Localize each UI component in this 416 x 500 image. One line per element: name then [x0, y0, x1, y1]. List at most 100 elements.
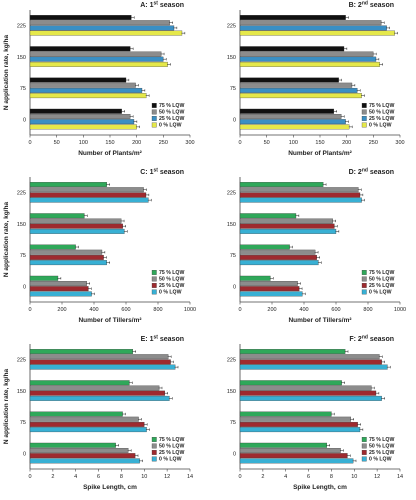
x-tick-label: 10: [141, 474, 147, 480]
x-axis-label: Spike Length, cm: [293, 484, 347, 491]
bar: [29, 416, 139, 422]
y-tick-label: 0: [23, 117, 26, 123]
bar: [239, 364, 388, 370]
legend-label: 25 % LQW: [369, 283, 394, 289]
bar: [29, 108, 122, 114]
legend-swatch: [151, 289, 157, 295]
bar: [29, 286, 89, 292]
bar: [29, 442, 116, 448]
bar: [239, 286, 300, 292]
legend-label: 50 % LQW: [369, 444, 394, 450]
x-tick-label: 10: [351, 474, 357, 480]
bar: [239, 119, 346, 125]
x-axis-label: Number of Tillers/m²: [78, 317, 142, 324]
bar: [239, 260, 319, 266]
x-tick-label: 2: [51, 474, 54, 480]
x-tick-label: 8: [120, 474, 123, 480]
bar: [239, 182, 324, 187]
legend-swatch: [151, 103, 157, 108]
bar: [239, 197, 362, 203]
bar: [29, 124, 137, 130]
legend-swatch: [361, 276, 367, 282]
bar: [29, 56, 164, 62]
legend-label: 75 % LQW: [159, 270, 184, 276]
x-tick-label: 6: [97, 474, 100, 480]
x-tick-label: 6: [307, 474, 310, 480]
panel-title: A: 1st season: [140, 1, 184, 10]
x-tick-label: 200: [132, 140, 141, 146]
bar: [29, 349, 134, 354]
x-tick-label: 50: [264, 140, 270, 146]
y-tick-label: 225: [17, 358, 26, 364]
y-tick-label: 225: [227, 24, 236, 30]
legend-label: 50 % LQW: [159, 277, 184, 283]
bar: [29, 82, 136, 88]
legend-swatch: [361, 122, 367, 128]
x-tick-label: 400: [299, 307, 308, 313]
bar: [29, 20, 170, 26]
y-tick-label: 0: [233, 451, 236, 457]
bar: [29, 244, 76, 250]
bar: [29, 364, 176, 370]
x-tick-label: 12: [374, 474, 380, 480]
x-tick-label: 200: [57, 307, 66, 313]
bar: [239, 291, 303, 297]
y-tick-label: 0: [23, 451, 26, 457]
legend-swatch: [151, 270, 157, 275]
x-axis-label: Number of Plants/m²: [78, 150, 142, 157]
bar: [239, 453, 348, 459]
legend-swatch: [151, 116, 157, 121]
bar: [29, 87, 143, 93]
bar: [29, 254, 104, 260]
legend-label: 50 % LQW: [369, 277, 394, 283]
bar: [29, 380, 130, 386]
y-axis-label: N application rate, kg/ha: [3, 369, 10, 445]
x-tick-label: 300: [185, 140, 194, 146]
y-tick-label: 150: [227, 389, 236, 395]
bar: [239, 20, 382, 26]
legend-swatch: [151, 283, 157, 288]
y-tick-label: 225: [17, 191, 26, 197]
x-tick-label: 2: [261, 474, 264, 480]
panel-title: D: 2nd season: [349, 168, 394, 177]
bar: [29, 61, 168, 67]
bar: [239, 385, 372, 391]
bar: [29, 25, 175, 31]
legend-label: 25 % LQW: [159, 283, 184, 289]
legend-label: 25 % LQW: [369, 450, 394, 456]
x-tick-label: 250: [159, 140, 168, 146]
legend-label: 75 % LQW: [159, 437, 184, 443]
bar: [239, 15, 346, 20]
x-tick-label: 600: [331, 307, 340, 313]
legend-swatch: [361, 450, 367, 455]
x-tick-label: 1000: [394, 307, 406, 313]
y-tick-label: 0: [23, 284, 26, 290]
legend-swatch: [361, 289, 367, 295]
legend-swatch: [151, 122, 157, 128]
legend-label: 0 % LQW: [369, 457, 392, 463]
panel-d: D: 2nd season 0 200 400 600 800 1000 Number of …: [227, 168, 406, 325]
bar: [29, 187, 144, 193]
x-tick-label: 0: [238, 474, 241, 480]
bar: [29, 260, 107, 266]
y-tick-label: 150: [17, 389, 26, 395]
legend-label: 50 % LQW: [159, 444, 184, 450]
x-tick-label: 12: [164, 474, 170, 480]
bar: [239, 77, 339, 83]
legend-label: 50 % LQW: [369, 110, 394, 116]
bar: [29, 15, 132, 20]
x-tick-label: 0: [28, 307, 31, 313]
legend-swatch: [151, 437, 157, 442]
bar: [29, 385, 160, 391]
legend-swatch: [361, 456, 367, 462]
legend-label: 75 % LQW: [159, 103, 184, 109]
bar: [239, 395, 382, 401]
bar: [29, 291, 92, 297]
y-tick-label: 225: [227, 191, 236, 197]
bar: [239, 411, 332, 417]
legend-label: 0 % LQW: [369, 290, 392, 296]
y-tick-label: 150: [17, 222, 26, 228]
bar: [239, 281, 298, 286]
y-axis-label: N application rate, kg/ha: [3, 202, 10, 278]
